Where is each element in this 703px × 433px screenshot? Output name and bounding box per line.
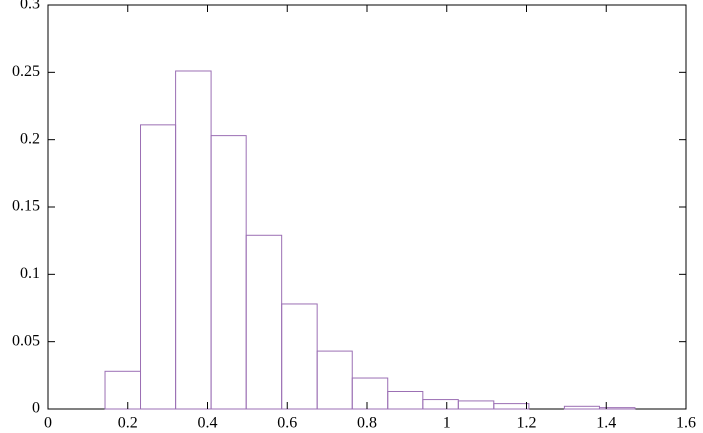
bar (563, 405, 600, 410)
bar (457, 400, 495, 410)
bar (387, 390, 424, 410)
x-tick-label: 1 (443, 415, 451, 432)
bar (245, 234, 283, 410)
bar (351, 377, 389, 410)
x-tick-label: 1.6 (676, 415, 696, 432)
bar (598, 407, 636, 410)
bar (281, 303, 318, 410)
x-tick-label: 1.2 (517, 415, 537, 432)
x-tick-label: 0.2 (118, 415, 138, 432)
y-tick-label: 0.2 (20, 130, 40, 147)
bar (316, 350, 353, 410)
y-tick-label: 0 (32, 400, 40, 417)
x-tick-label: 0.6 (277, 415, 297, 432)
x-tick-label: 0.4 (198, 415, 218, 432)
bar (422, 399, 459, 410)
x-tick-label: 0.8 (357, 415, 377, 432)
y-tick-label: 0.1 (20, 265, 40, 282)
y-tick-label: 0.15 (12, 198, 40, 215)
y-tick-label: 0.25 (12, 63, 40, 80)
y-tick-label: 0.05 (12, 332, 40, 349)
bar (210, 135, 247, 410)
y-tick-label: 0.3 (20, 0, 40, 13)
bar (493, 403, 530, 410)
x-tick-label: 0 (44, 415, 52, 432)
bar (175, 70, 212, 410)
bar (140, 124, 177, 410)
x-tick-label: 1.4 (596, 415, 616, 432)
plot-frame (47, 4, 687, 410)
bar (104, 370, 142, 410)
